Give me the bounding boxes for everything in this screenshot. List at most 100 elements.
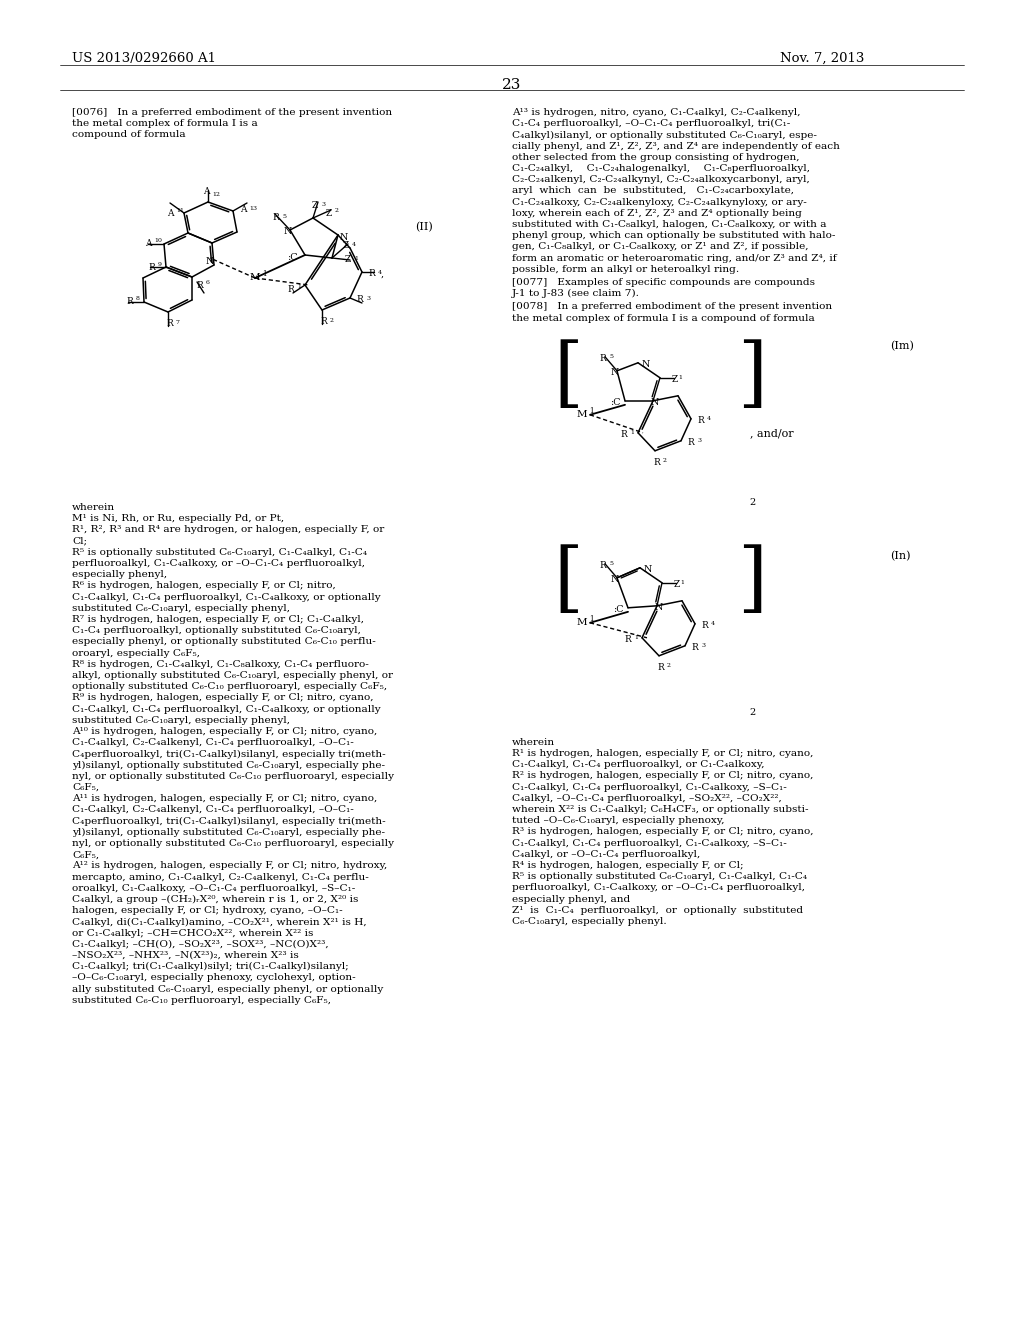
Text: R: R: [625, 635, 632, 644]
Text: wherein: wherein: [72, 503, 115, 512]
Text: R⁷ is hydrogen, halogen, especially F, or Cl; C₁-C₄alkyl,: R⁷ is hydrogen, halogen, especially F, o…: [72, 615, 364, 624]
Text: N: N: [610, 368, 620, 378]
Text: N: N: [206, 256, 214, 265]
Text: 3: 3: [321, 202, 325, 206]
Text: Z: Z: [345, 256, 351, 264]
Text: the metal complex of formula I is a compound of formula: the metal complex of formula I is a comp…: [512, 314, 815, 322]
Text: 13: 13: [249, 206, 257, 211]
Text: 6: 6: [206, 281, 210, 285]
Text: C₁-C₄ perfluoroalkyl, –O–C₁-C₄ perfluoroalkyl, tri(C₁-: C₁-C₄ perfluoroalkyl, –O–C₁-C₄ perfluoro…: [512, 119, 791, 128]
Text: R: R: [197, 281, 204, 289]
Text: 11: 11: [176, 207, 184, 213]
Text: C₄perfluoroalkyl, tri(C₁-C₄alkyl)silanyl, especially tri(meth-: C₄perfluoroalkyl, tri(C₁-C₄alkyl)silanyl…: [72, 817, 386, 826]
Text: R⁸ is hydrogen, C₁-C₄alkyl, C₁-C₈alkoxy, C₁-C₄ perfluoro-: R⁸ is hydrogen, C₁-C₄alkyl, C₁-C₈alkoxy,…: [72, 660, 369, 669]
Text: R: R: [321, 318, 328, 326]
Text: Z: Z: [343, 242, 349, 251]
Text: R: R: [288, 285, 294, 293]
Text: M: M: [250, 273, 260, 282]
Text: Nov. 7, 2013: Nov. 7, 2013: [780, 51, 864, 65]
Text: wherein X²² is C₁-C₄alkyl; C₆H₄CF₃, or optionally substi-: wherein X²² is C₁-C₄alkyl; C₆H₄CF₃, or o…: [512, 805, 809, 814]
Text: R⁵ is optionally substituted C₆-C₁₀aryl, C₁-C₄alkyl, C₁-C₄: R⁵ is optionally substituted C₆-C₁₀aryl,…: [72, 548, 368, 557]
Text: N: N: [654, 603, 664, 612]
Text: 1: 1: [297, 285, 301, 289]
Text: N: N: [651, 399, 659, 408]
Text: nyl, or optionally substituted C₆-C₁₀ perfluoroaryl, especially: nyl, or optionally substituted C₆-C₁₀ pe…: [72, 840, 394, 847]
Text: C₄alkyl, a group –(CH₂)ᵣX²⁰, wherein r is 1, or 2, X²⁰ is: C₄alkyl, a group –(CH₂)ᵣX²⁰, wherein r i…: [72, 895, 358, 904]
Text: R: R: [653, 458, 660, 467]
Text: C₁-C₄alkyl, C₁-C₄ perfluoroalkyl, C₁-C₄alkoxy, –S–C₁-: C₁-C₄alkyl, C₁-C₄ perfluoroalkyl, C₁-C₄a…: [512, 783, 786, 792]
Text: C₄alkyl, di(C₁-C₄alkyl)amino, –CO₂X²¹, wherein X²¹ is H,: C₄alkyl, di(C₁-C₄alkyl)amino, –CO₂X²¹, w…: [72, 917, 367, 927]
Text: especially phenyl, and: especially phenyl, and: [512, 895, 630, 904]
Text: 3: 3: [697, 438, 701, 444]
Text: C₄alkyl)silanyl, or optionally substituted C₆-C₁₀aryl, espe-: C₄alkyl)silanyl, or optionally substitut…: [512, 131, 817, 140]
Text: oroaryl, especially C₆F₅,: oroaryl, especially C₆F₅,: [72, 648, 200, 657]
Text: 23: 23: [503, 78, 521, 92]
Text: C₁-C₄alkyl, C₂-C₄alkenyl, C₁-C₄ perfluoroalkyl, –O–C₁-: C₁-C₄alkyl, C₂-C₄alkenyl, C₁-C₄ perfluor…: [72, 805, 353, 814]
Text: alkyl, optionally substituted C₆-C₁₀aryl, especially phenyl, or: alkyl, optionally substituted C₆-C₁₀aryl…: [72, 671, 393, 680]
Text: R: R: [167, 319, 173, 329]
Text: perfluoroalkyl, C₁-C₄alkoxy, or –O–C₁-C₄ perfluoroalkyl,: perfluoroalkyl, C₁-C₄alkoxy, or –O–C₁-C₄…: [72, 558, 365, 568]
Text: 3: 3: [701, 643, 705, 648]
Text: substituted C₆-C₁₀ perfluoroaryl, especially C₆F₅,: substituted C₆-C₁₀ perfluoroaryl, especi…: [72, 995, 331, 1005]
Text: –NSO₂X²³, –NHX²³, –N(X²³)₂, wherein X²³ is: –NSO₂X²³, –NHX²³, –N(X²³)₂, wherein X²³ …: [72, 950, 299, 960]
Text: C₄alkyl, –O–C₁-C₄ perfluoroalkyl, –SO₂X²², –CO₂X²²,: C₄alkyl, –O–C₁-C₄ perfluoroalkyl, –SO₂X²…: [512, 793, 781, 803]
Text: 5: 5: [609, 561, 613, 566]
Text: 3: 3: [366, 296, 370, 301]
Text: [0078]   In a preferred embodiment of the present invention: [0078] In a preferred embodiment of the …: [512, 302, 833, 312]
Text: halogen, especially F, or Cl; hydroxy, cyano, –O–C₁-: halogen, especially F, or Cl; hydroxy, c…: [72, 907, 343, 915]
Text: C₁-C₄alkyl; –CH(O), –SO₂X²³, –SOX²³, –NC(O)X²³,: C₁-C₄alkyl; –CH(O), –SO₂X²³, –SOX²³, –NC…: [72, 940, 329, 949]
Text: N: N: [642, 360, 650, 370]
Text: R: R: [701, 622, 709, 630]
Text: 2: 2: [335, 209, 339, 214]
Text: M: M: [577, 618, 588, 627]
Text: other selected from the group consisting of hydrogen,: other selected from the group consisting…: [512, 153, 800, 162]
Text: R: R: [600, 354, 606, 363]
Text: loxy, wherein each of Z¹, Z², Z³ and Z⁴ optionally being: loxy, wherein each of Z¹, Z², Z³ and Z⁴ …: [512, 209, 802, 218]
Text: (In): (In): [890, 550, 910, 561]
Text: ally substituted C₆-C₁₀aryl, especially phenyl, or optionally: ally substituted C₆-C₁₀aryl, especially …: [72, 985, 383, 994]
Text: –O–C₆-C₁₀aryl, especially phenoxy, cyclohexyl, option-: –O–C₆-C₁₀aryl, especially phenoxy, cyclo…: [72, 973, 355, 982]
Text: R³ is hydrogen, halogen, especially F, or Cl; nitro, cyano,: R³ is hydrogen, halogen, especially F, o…: [512, 828, 813, 837]
Text: 4: 4: [352, 242, 356, 247]
Text: 1: 1: [262, 271, 266, 279]
Text: A¹¹ is hydrogen, halogen, especially F, or Cl; nitro, cyano,: A¹¹ is hydrogen, halogen, especially F, …: [72, 795, 377, 803]
Text: J-1 to J-83 (see claim 7).: J-1 to J-83 (see claim 7).: [512, 289, 640, 298]
Text: A: A: [167, 209, 173, 218]
Text: 2: 2: [749, 709, 756, 717]
Text: Z¹  is  C₁-C₄  perfluoroalkyl,  or  optionally  substituted: Z¹ is C₁-C₄ perfluoroalkyl, or optionall…: [512, 906, 803, 915]
Text: the metal complex of formula I is a: the metal complex of formula I is a: [72, 119, 258, 128]
Text: A¹³ is hydrogen, nitro, cyano, C₁-C₄alkyl, C₂-C₄alkenyl,: A¹³ is hydrogen, nitro, cyano, C₁-C₄alky…: [512, 108, 801, 117]
Text: R¹, R², R³ and R⁴ are hydrogen, or halogen, especially F, or: R¹, R², R³ and R⁴ are hydrogen, or halog…: [72, 525, 384, 535]
Text: :C: :C: [289, 252, 299, 261]
Text: 2: 2: [667, 663, 671, 668]
Text: C₁-C₄alkyl, C₁-C₄ perfluoroalkyl, C₁-C₄alkoxy, or optionally: C₁-C₄alkyl, C₁-C₄ perfluoroalkyl, C₁-C₄a…: [72, 593, 381, 602]
Text: M: M: [577, 411, 588, 420]
Text: C₁-C₄alkyl, C₁-C₄ perfluoroalkyl, C₁-C₄alkoxy, –S–C₁-: C₁-C₄alkyl, C₁-C₄ perfluoroalkyl, C₁-C₄a…: [512, 838, 786, 847]
Text: R: R: [697, 416, 705, 425]
Text: 10: 10: [154, 239, 162, 243]
Text: 5: 5: [282, 214, 286, 219]
Text: Z: Z: [312, 202, 318, 210]
Text: R: R: [691, 643, 698, 652]
Text: A¹² is hydrogen, halogen, especially F, or Cl; nitro, hydroxy,: A¹² is hydrogen, halogen, especially F, …: [72, 862, 387, 870]
Text: 1: 1: [630, 430, 634, 436]
Text: C₁-C₄ perfluoroalkyl, optionally substituted C₆-C₁₀aryl,: C₁-C₄ perfluoroalkyl, optionally substit…: [72, 626, 360, 635]
Text: mercapto, amino, C₁-C₄alkyl, C₂-C₄alkenyl, C₁-C₄ perflu-: mercapto, amino, C₁-C₄alkyl, C₂-C₄alkeny…: [72, 873, 369, 882]
Text: ]: ]: [737, 545, 767, 619]
Text: (Im): (Im): [890, 341, 913, 351]
Text: , and/or: , and/or: [750, 428, 794, 438]
Text: substituted C₆-C₁₀aryl, especially phenyl,: substituted C₆-C₁₀aryl, especially pheny…: [72, 603, 290, 612]
Text: A: A: [203, 187, 209, 197]
Text: phenyl group, which can optionally be substituted with halo-: phenyl group, which can optionally be su…: [512, 231, 836, 240]
Text: wherein: wherein: [512, 738, 555, 747]
Text: especially phenyl,: especially phenyl,: [72, 570, 167, 579]
Text: substituted C₆-C₁₀aryl, especially phenyl,: substituted C₆-C₁₀aryl, especially pheny…: [72, 715, 290, 725]
Text: [: [: [553, 339, 583, 413]
Text: Cl;: Cl;: [72, 537, 87, 545]
Text: C₁-C₄alkyl, C₂-C₄alkenyl, C₁-C₄ perfluoroalkyl, –O–C₁-: C₁-C₄alkyl, C₂-C₄alkenyl, C₁-C₄ perfluor…: [72, 738, 353, 747]
Text: A: A: [144, 239, 152, 248]
Text: [0076]   In a preferred embodiment of the present invention: [0076] In a preferred embodiment of the …: [72, 108, 392, 117]
Text: 5: 5: [609, 354, 613, 359]
Text: R: R: [369, 269, 376, 279]
Text: 1: 1: [634, 635, 638, 640]
